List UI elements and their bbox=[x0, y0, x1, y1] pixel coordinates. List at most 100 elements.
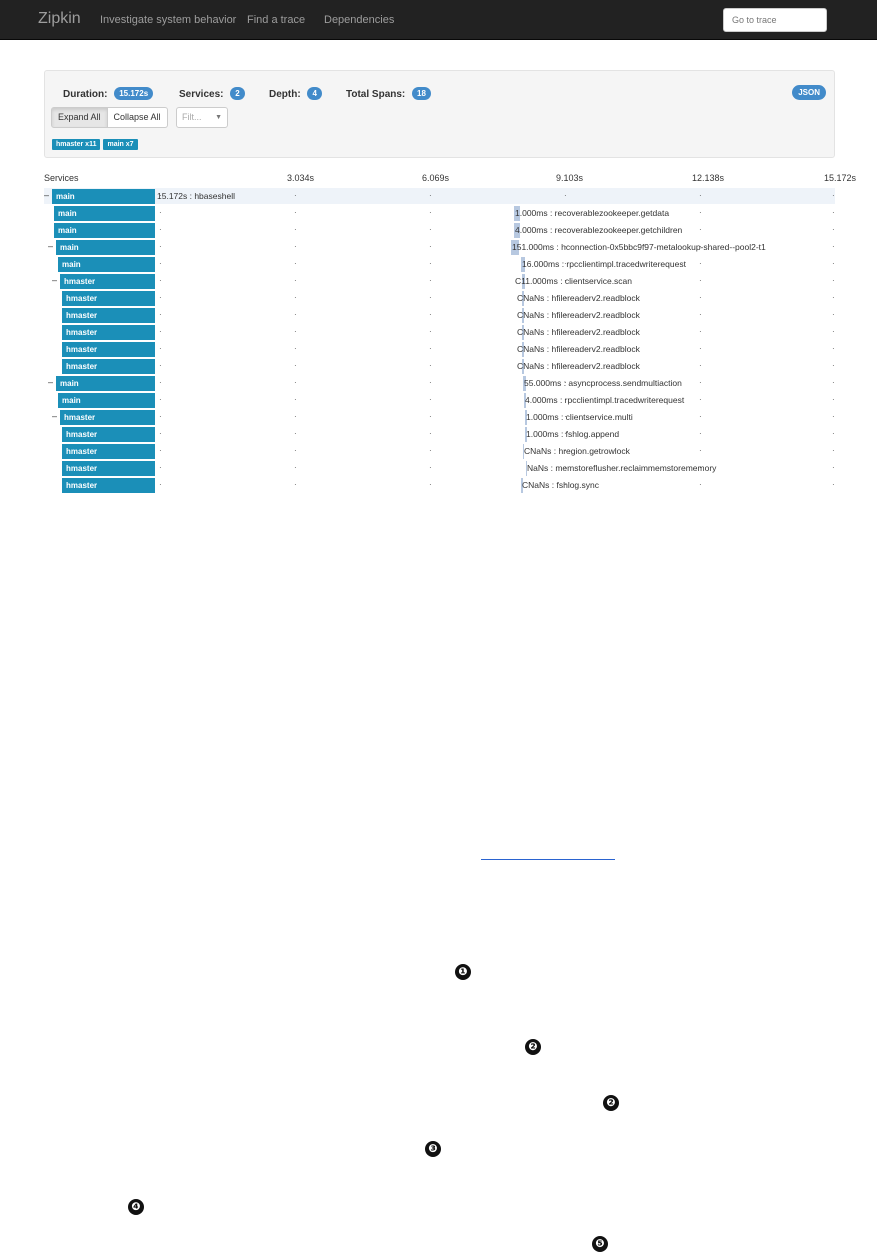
span-label[interactable]: CNaNs : hfilereaderv2.readblock bbox=[517, 327, 640, 337]
span-label[interactable]: 1.000ms : fshlog.append bbox=[526, 429, 620, 439]
span-duration-bar[interactable] bbox=[522, 274, 525, 289]
span-label[interactable]: CNaNs : hfilereaderv2.readblock bbox=[517, 361, 640, 371]
span-row[interactable]: main · · · · · · 1.000ms : recoverablezookeeper… bbox=[44, 205, 835, 221]
span-row[interactable]: – main · · · · · · 151.000ms : hconnection-0x5bb… bbox=[44, 239, 835, 255]
span-row[interactable]: hmaster · · · · · · 1.000ms : fshlog.append bbox=[44, 426, 835, 442]
span-duration-bar[interactable] bbox=[523, 376, 526, 391]
span-row[interactable]: – hmaster · · · · · · 1.000ms : clientservice.mu… bbox=[44, 409, 835, 425]
span-duration-bar[interactable] bbox=[156, 189, 835, 204]
span-label[interactable]: 15.172s : hbaseshell bbox=[157, 191, 235, 201]
grid-dot: · bbox=[294, 480, 297, 489]
service-name[interactable]: hmaster bbox=[62, 359, 155, 374]
service-name[interactable]: main bbox=[56, 240, 155, 255]
collapse-all-button[interactable]: Collapse All bbox=[107, 107, 168, 128]
span-row[interactable]: hmaster · · · · · · CNaNs : hfilereaderv2.readb… bbox=[44, 341, 835, 357]
span-label[interactable]: 4.000ms : rpcclientimpl.tracedwritereque… bbox=[525, 395, 685, 405]
span-row[interactable]: main · · · · · · 4.000ms : rpcclientimpl.traced… bbox=[44, 392, 835, 408]
span-duration-bar[interactable] bbox=[521, 257, 525, 272]
json-button[interactable]: JSON bbox=[792, 85, 826, 100]
service-name[interactable]: hmaster bbox=[62, 308, 155, 323]
span-label[interactable]: 16.000ms : rpcclientimpl.tracedwriterequ… bbox=[522, 259, 686, 269]
service-name[interactable]: hmaster bbox=[62, 427, 155, 442]
span-row[interactable]: – main · · · · · · 15.172s : hbaseshell bbox=[44, 188, 835, 204]
span-row[interactable]: hmaster · · · · · · CNaNs : fshlog.sync bbox=[44, 477, 835, 493]
span-duration-bar[interactable] bbox=[523, 444, 524, 459]
span-label[interactable]: NaNs : memstoreflusher.reclaimmemstoreme… bbox=[527, 463, 717, 473]
span-row[interactable]: hmaster · · · · · · NaNs : memstoreflusher.recl… bbox=[44, 460, 835, 476]
service-name[interactable]: hmaster bbox=[60, 274, 155, 289]
nav-find-trace[interactable]: Find a trace bbox=[247, 14, 306, 26]
span-label[interactable]: 4.000ms : recoverablezookeeper.getchildr… bbox=[515, 225, 683, 235]
span-duration-bar[interactable] bbox=[521, 478, 523, 493]
service-name[interactable]: hmaster bbox=[62, 461, 155, 476]
span-label[interactable]: CNaNs : hregion.getrowlock bbox=[524, 446, 630, 456]
hyperlink-underline[interactable] bbox=[481, 859, 615, 860]
span-duration-bar[interactable] bbox=[522, 325, 524, 340]
service-name[interactable]: main bbox=[56, 376, 155, 391]
services-label: Services: bbox=[179, 89, 224, 100]
brand-logo[interactable]: Zipkin bbox=[38, 10, 81, 27]
expand-toggle-icon[interactable]: – bbox=[52, 411, 58, 421]
service-name[interactable]: hmaster bbox=[62, 325, 155, 340]
service-filter-select[interactable]: Filt... ▼ bbox=[176, 107, 228, 128]
span-label[interactable]: C11.000ms : clientservice.scan bbox=[515, 276, 633, 286]
service-name[interactable]: hmaster bbox=[62, 478, 155, 493]
total-spans-stat: Total Spans: 18 bbox=[346, 87, 431, 100]
span-duration-bar[interactable] bbox=[522, 359, 524, 374]
service-name[interactable]: hmaster bbox=[62, 444, 155, 459]
service-name[interactable]: hmaster bbox=[60, 410, 155, 425]
service-name[interactable]: hmaster bbox=[62, 291, 155, 306]
service-tag-hmaster[interactable]: hmaster x11 bbox=[52, 139, 101, 150]
span-row[interactable]: – main · · · · · · 55.000ms : asyncprocess.sendm… bbox=[44, 375, 835, 391]
expand-all-button[interactable]: Expand All bbox=[51, 107, 108, 128]
span-row[interactable]: hmaster · · · · · · CNaNs : hfilereaderv2.readb… bbox=[44, 324, 835, 340]
span-duration-bar[interactable] bbox=[514, 206, 520, 221]
grid-dot: · bbox=[159, 242, 162, 251]
span-label[interactable]: 1.000ms : recoverablezookeeper.getdata bbox=[515, 208, 670, 218]
expand-toggle-icon[interactable]: – bbox=[48, 377, 54, 387]
service-tag-main[interactable]: main x7 bbox=[103, 139, 138, 150]
span-label[interactable]: 151.000ms : hconnection-0x5bbc9f97-metal… bbox=[512, 242, 766, 252]
span-duration-bar[interactable] bbox=[524, 393, 526, 408]
grid-dot: · bbox=[564, 395, 567, 404]
service-name[interactable]: main bbox=[54, 206, 155, 221]
span-duration-bar[interactable] bbox=[522, 291, 524, 306]
service-name[interactable]: main bbox=[58, 393, 155, 408]
grid-dot: · bbox=[699, 191, 702, 200]
span-label[interactable]: CNaNs : fshlog.sync bbox=[522, 480, 599, 490]
expand-toggle-icon[interactable]: – bbox=[52, 275, 58, 285]
span-row[interactable]: hmaster · · · · · · CNaNs : hfilereaderv2.readb… bbox=[44, 358, 835, 374]
service-name[interactable]: main bbox=[58, 257, 155, 272]
span-row[interactable]: main · · · · · · 4.000ms : recoverablezookeeper… bbox=[44, 222, 835, 238]
span-duration-bar[interactable] bbox=[526, 461, 527, 476]
span-row[interactable]: hmaster · · · · · · CNaNs : hfilereaderv2.readb… bbox=[44, 307, 835, 323]
service-name[interactable]: hmaster bbox=[62, 342, 155, 357]
span-label[interactable]: 1.000ms : clientservice.multi bbox=[526, 412, 633, 422]
service-name[interactable]: main bbox=[54, 223, 155, 238]
grid-dot: · bbox=[832, 361, 835, 370]
goto-trace-input[interactable] bbox=[723, 8, 827, 32]
span-duration-bar[interactable] bbox=[511, 240, 519, 255]
grid-dot: · bbox=[699, 446, 702, 455]
nav-dependencies[interactable]: Dependencies bbox=[324, 14, 395, 26]
span-duration-bar[interactable] bbox=[525, 410, 527, 425]
span-duration-bar[interactable] bbox=[522, 342, 524, 357]
span-label[interactable]: CNaNs : hfilereaderv2.readblock bbox=[517, 310, 640, 320]
grid-dot: · bbox=[294, 463, 297, 472]
grid-dot: · bbox=[832, 395, 835, 404]
service-name[interactable]: main bbox=[52, 189, 155, 204]
grid-dot: · bbox=[159, 463, 162, 472]
span-duration-bar[interactable] bbox=[514, 223, 520, 238]
expand-toggle-icon[interactable]: – bbox=[44, 190, 50, 200]
span-row[interactable]: hmaster · · · · · · CNaNs : hregion.getrowlock bbox=[44, 443, 835, 459]
span-duration-bar[interactable] bbox=[522, 308, 524, 323]
expand-toggle-icon[interactable]: – bbox=[48, 241, 54, 251]
grid-dot: · bbox=[429, 463, 432, 472]
span-label[interactable]: 55.000ms : asyncprocess.sendmultiaction bbox=[524, 378, 682, 388]
span-row[interactable]: hmaster · · · · · · CNaNs : hfilereaderv2.readb… bbox=[44, 290, 835, 306]
span-row[interactable]: – hmaster · · · · · · C11.000ms : clientservice.… bbox=[44, 273, 835, 289]
span-label[interactable]: CNaNs : hfilereaderv2.readblock bbox=[517, 293, 640, 303]
span-duration-bar[interactable] bbox=[525, 427, 527, 442]
span-row[interactable]: main · · · · · · 16.000ms : rpcclientimpl.trace… bbox=[44, 256, 835, 272]
span-label[interactable]: CNaNs : hfilereaderv2.readblock bbox=[517, 344, 640, 354]
